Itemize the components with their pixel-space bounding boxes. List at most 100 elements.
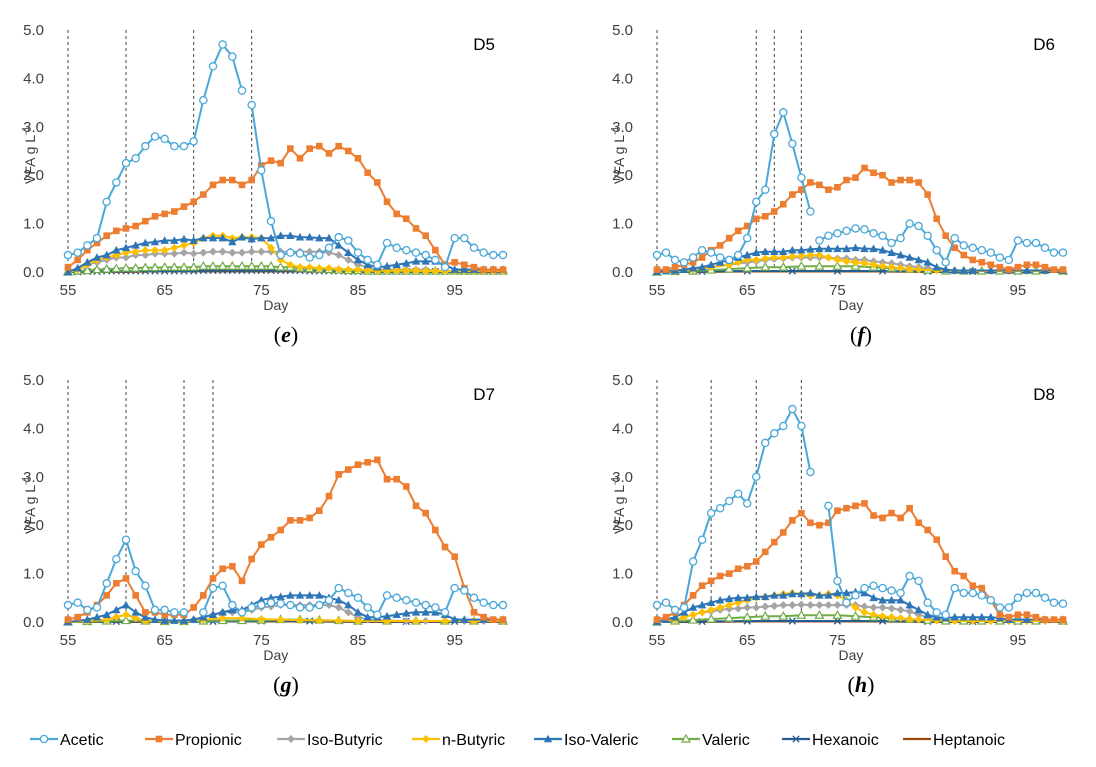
data-point <box>460 265 469 273</box>
data-point <box>149 262 161 272</box>
data-point <box>228 600 237 610</box>
data-point <box>421 257 430 265</box>
data-point <box>789 517 796 524</box>
series-acetic <box>652 108 1068 267</box>
data-point <box>247 100 256 110</box>
data-point <box>788 252 797 261</box>
data-point <box>199 608 208 617</box>
caption-open-paren: ( <box>273 672 280 697</box>
data-point <box>951 244 959 252</box>
data-point <box>209 181 217 189</box>
chart-panel-d7: 0.0 1.0 2.0 3.0 4.0 5.0 55 65 75 85 95 Day VFA g L-1… <box>21 372 509 697</box>
y-axis-title-main: VFA g L <box>22 485 38 534</box>
data-point <box>1014 611 1022 619</box>
data-point <box>179 234 189 243</box>
data-point <box>932 612 941 621</box>
data-point <box>959 588 969 598</box>
data-point <box>344 248 353 256</box>
data-point <box>305 263 314 272</box>
x-axis-title: Day <box>839 297 864 313</box>
data-point <box>498 600 508 610</box>
y-tick-label: 5.0 <box>23 22 44 39</box>
caption-letter: e <box>281 322 291 347</box>
data-point <box>374 179 381 186</box>
data-point <box>64 616 72 623</box>
data-point <box>334 241 343 249</box>
data-point <box>688 614 699 624</box>
data-point <box>121 158 131 168</box>
data-point <box>257 166 266 175</box>
data-point <box>752 248 761 256</box>
data-point <box>905 265 914 274</box>
data-point <box>742 262 753 272</box>
data-point <box>1058 248 1068 257</box>
data-point <box>121 600 131 609</box>
data-point <box>816 181 823 189</box>
data-point <box>142 217 149 225</box>
legend-marker <box>792 735 800 743</box>
data-point <box>968 588 978 598</box>
legend-marker <box>155 735 163 743</box>
data-point <box>267 157 275 164</box>
data-point <box>344 255 353 264</box>
data-point <box>770 247 779 255</box>
data-point <box>662 613 670 621</box>
data-point <box>315 233 324 242</box>
legend: Acetic Propionic Iso-Butyric n-Butyric Iso-V… <box>30 732 1005 749</box>
caption-open-paren: ( <box>850 322 857 347</box>
data-point <box>209 575 217 582</box>
data-point <box>760 610 771 620</box>
data-point <box>353 255 363 264</box>
data-point <box>878 583 887 593</box>
x-tick-label: 65 <box>156 632 173 649</box>
data-point <box>941 265 950 273</box>
data-point <box>950 583 959 593</box>
data-point <box>878 267 887 275</box>
data-point <box>996 263 1004 271</box>
series-line <box>656 502 1063 621</box>
data-point <box>354 265 362 274</box>
data-point <box>806 207 815 216</box>
panel-caption: (f) <box>850 322 872 347</box>
y-tick-label: 1.0 <box>23 566 44 583</box>
legend-item-heptanoic: Heptanoic <box>903 732 1005 749</box>
panel-caption: (e) <box>274 322 298 347</box>
data-point <box>150 615 160 623</box>
legend-marker <box>422 735 430 743</box>
data-point <box>724 255 734 265</box>
data-point <box>734 593 743 602</box>
data-point <box>851 603 860 612</box>
y-axis-title: VFA g L-1 <box>21 476 38 534</box>
data-point <box>276 231 285 239</box>
data-point <box>770 602 779 611</box>
data-point <box>450 233 459 243</box>
data-point <box>451 259 458 266</box>
data-point <box>706 508 716 518</box>
y-axis-title-superscript: -1 <box>610 476 621 485</box>
data-point <box>760 261 771 271</box>
data-point <box>905 607 914 616</box>
data-point <box>707 605 716 614</box>
data-point <box>914 576 923 586</box>
data-point <box>1005 613 1013 621</box>
data-point <box>295 249 305 258</box>
data-point <box>218 614 227 623</box>
data-point <box>761 438 770 448</box>
data-point <box>1032 261 1040 269</box>
data-point <box>761 602 770 611</box>
data-point <box>102 610 111 619</box>
data-point <box>103 232 110 239</box>
data-point <box>995 603 1005 612</box>
data-point <box>73 598 82 607</box>
data-point <box>170 243 179 252</box>
data-point <box>228 248 237 257</box>
data-point <box>843 504 850 512</box>
data-point <box>869 260 878 269</box>
data-point <box>788 589 797 598</box>
panel-title: D8 <box>1033 385 1055 404</box>
series-line <box>67 458 503 621</box>
data-point <box>84 246 91 254</box>
data-point <box>978 259 986 266</box>
y-tick-label: 1.0 <box>612 566 633 583</box>
data-point <box>834 184 841 191</box>
